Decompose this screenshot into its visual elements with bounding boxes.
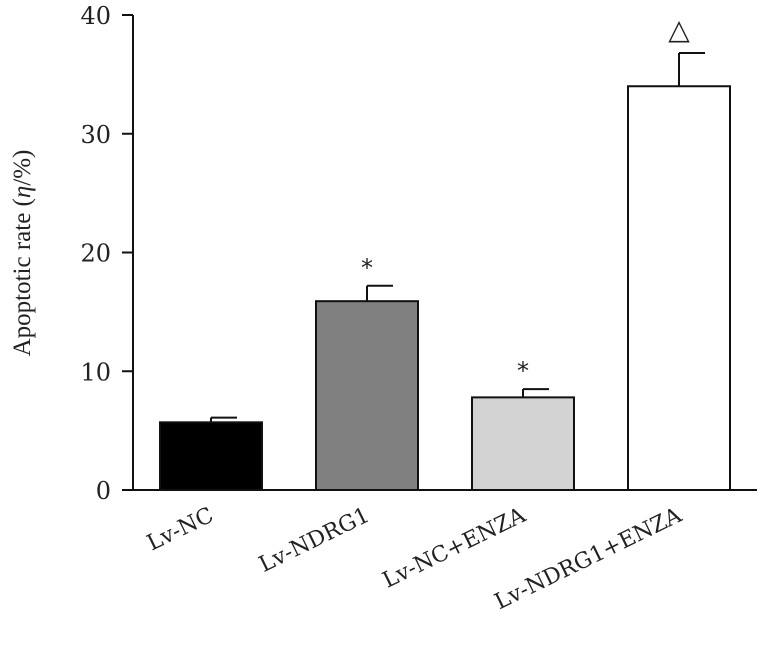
bar [471, 396, 575, 491]
bar [627, 85, 731, 491]
bars: * * △ [159, 13, 731, 491]
bar [159, 421, 263, 491]
bar [315, 300, 419, 491]
y-tick-label: 20 [80, 240, 111, 268]
significance-star: * [517, 357, 529, 385]
category-label: Lv-NC [143, 503, 217, 556]
category-label: Lv-NDRG1 [255, 503, 373, 578]
y-axis: 0 10 20 30 40 [80, 2, 134, 505]
y-tick-label: 0 [96, 477, 111, 505]
y-tick-label: 10 [80, 358, 111, 386]
y-tick-label: 30 [80, 121, 111, 149]
y-tick-label: 40 [80, 2, 111, 30]
significance-triangle: △ [668, 13, 690, 46]
category-label: Lv-NC+ENZA [379, 502, 531, 593]
significance-star: * [361, 254, 373, 282]
y-axis-title: Apoptotic rate (η/%) [9, 150, 36, 357]
